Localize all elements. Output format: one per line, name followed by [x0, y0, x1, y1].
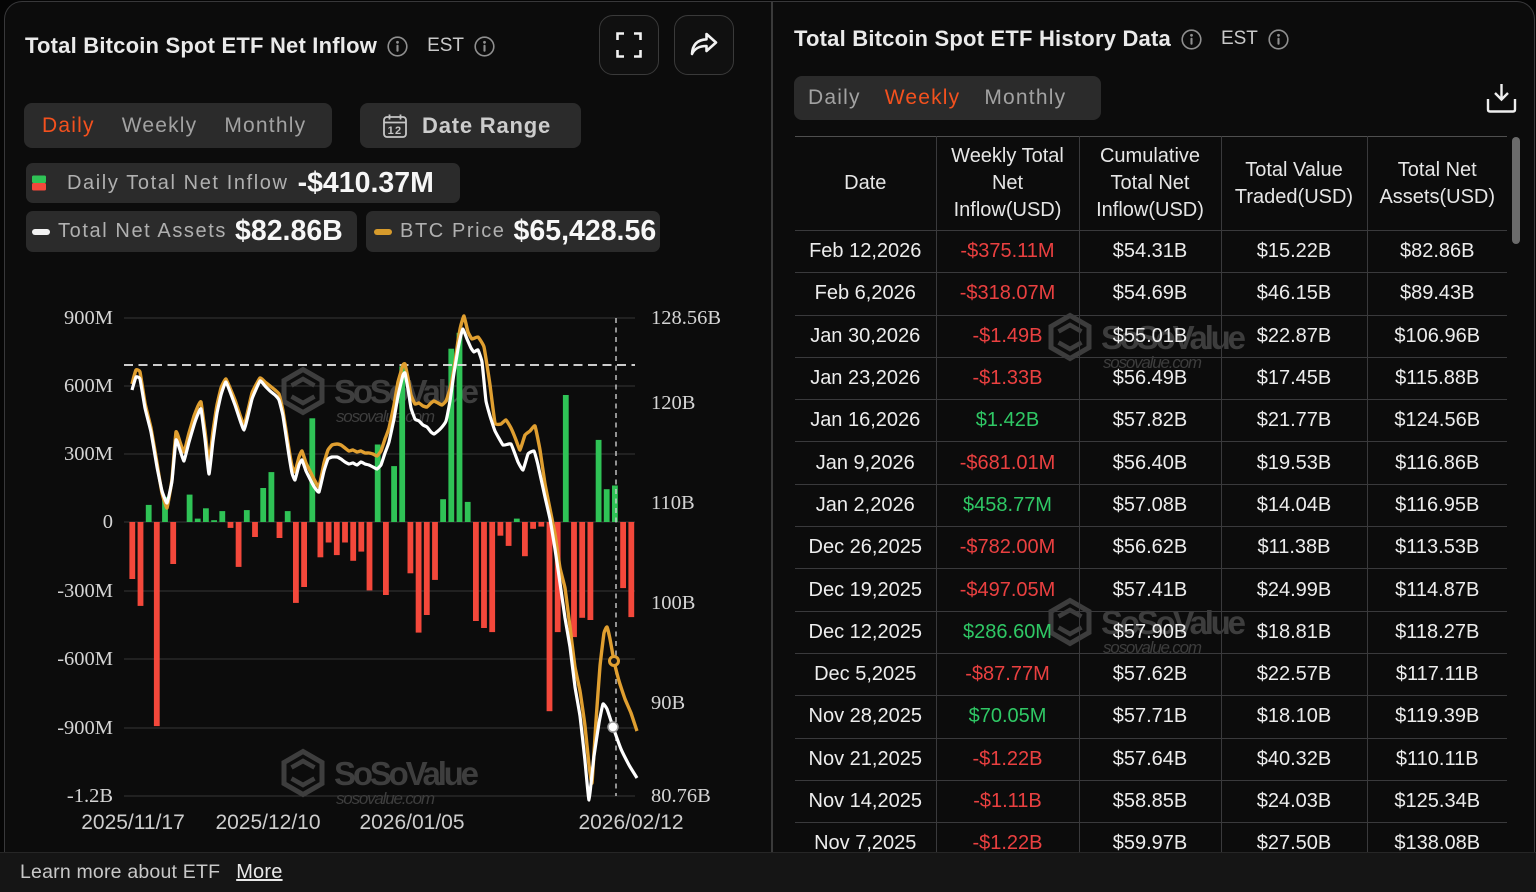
svg-text:90B: 90B [651, 692, 685, 714]
svg-text:100B: 100B [651, 592, 695, 614]
svg-text:0: 0 [103, 511, 113, 533]
svg-text:-300M: -300M [57, 580, 113, 602]
svg-text:SoSoValue: SoSoValue [334, 755, 479, 792]
svg-text:sosovalue.com: sosovalue.com [336, 789, 435, 808]
svg-text:110B: 110B [651, 492, 695, 514]
svg-text:2025/12/10: 2025/12/10 [215, 811, 320, 834]
svg-text:128.56B: 128.56B [651, 307, 721, 329]
svg-text:600M: 600M [64, 375, 113, 397]
svg-text:-1.2B: -1.2B [67, 785, 113, 807]
svg-text:12: 12 [388, 125, 403, 137]
svg-text:sosovalue.com: sosovalue.com [336, 407, 435, 426]
svg-text:80.76B: 80.76B [651, 785, 711, 807]
svg-text:900M: 900M [64, 307, 113, 329]
svg-text:-900M: -900M [57, 717, 113, 739]
svg-text:-600M: -600M [57, 648, 113, 670]
svg-text:2026/02/12: 2026/02/12 [578, 811, 683, 834]
svg-text:300M: 300M [64, 443, 113, 465]
svg-text:2025/11/17: 2025/11/17 [81, 811, 185, 834]
svg-text:2026/01/05: 2026/01/05 [359, 811, 464, 834]
svg-text:120B: 120B [651, 392, 695, 414]
